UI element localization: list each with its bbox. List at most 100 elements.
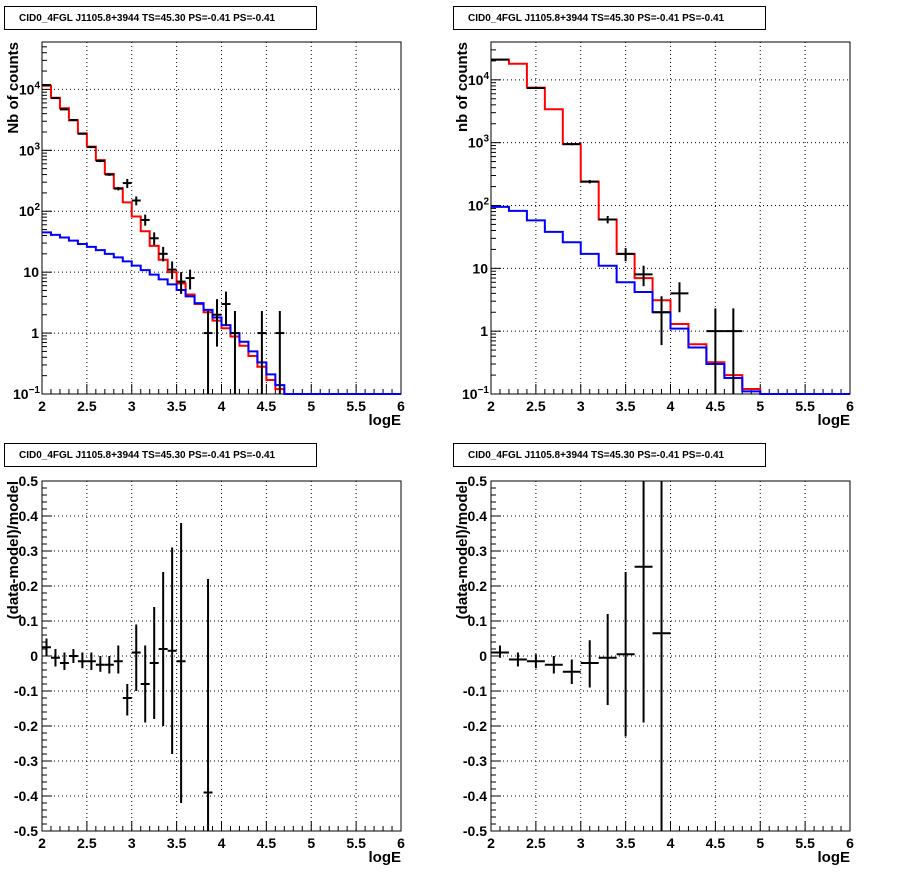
x-tick-label: 3.5 — [616, 398, 636, 414]
x-tick-label: 3.5 — [167, 835, 187, 851]
panel-2: 2 2.5 3 3.5 4 4.5 5 5.5 6 -0.5 -0.4 -0.3 -0.2 -0.1 0 0.… — [5, 473, 405, 866]
data-point — [212, 299, 222, 347]
y-tick-label: -0.2 — [463, 718, 487, 734]
x-axis-label: logE — [369, 412, 402, 429]
x-tick-label: 2.5 — [526, 398, 546, 414]
data-point — [77, 652, 87, 669]
x-tick-label: 4.5 — [706, 835, 726, 851]
data-point — [544, 656, 563, 674]
x-tick-label: 2 — [487, 835, 495, 851]
y-tick-label: 0.5 — [468, 473, 488, 489]
data-point — [491, 645, 509, 658]
data-point — [50, 649, 60, 667]
data-point — [176, 523, 186, 803]
x-tick-label: 2.5 — [77, 835, 97, 851]
data-point — [86, 652, 96, 670]
data-point — [42, 84, 51, 87]
y-tick-label: -0.4 — [463, 788, 487, 804]
x-tick-label: 2 — [487, 398, 495, 414]
x-tick-label: 2 — [38, 835, 46, 851]
x-tick-label: 3 — [577, 398, 585, 414]
y-tick-label: 104 — [468, 71, 490, 88]
y-tick-label: -0.4 — [14, 788, 38, 804]
x-tick-label: 5.5 — [795, 835, 815, 851]
y-tick-label: 102 — [19, 202, 41, 219]
y-tick-label: 0.5 — [19, 473, 39, 489]
x-tick-label: 5 — [307, 835, 315, 851]
data-point — [526, 87, 545, 90]
data-point — [122, 178, 132, 189]
data-point — [616, 248, 635, 262]
x-tick-label: 3 — [128, 835, 136, 851]
data-point — [68, 649, 78, 663]
data-point — [158, 572, 168, 726]
y-tick-label: 10−1 — [462, 385, 489, 402]
y-tick-label: 0.3 — [19, 543, 39, 559]
x-tick-label: 5.5 — [795, 398, 815, 414]
x-tick-label: 6 — [846, 835, 854, 851]
data-point — [95, 159, 105, 163]
data-point — [185, 269, 195, 290]
x-tick-label: 6 — [397, 835, 405, 851]
data-point — [652, 481, 671, 831]
data-point — [50, 97, 60, 100]
data-point — [176, 272, 186, 294]
y-tick-label: 0.2 — [19, 578, 39, 594]
data-point — [634, 481, 653, 723]
x-tick-label: 4 — [667, 835, 675, 851]
data-point — [59, 108, 69, 111]
data-point — [598, 216, 617, 224]
x-tick-label: 5.5 — [346, 835, 366, 851]
data-point — [670, 282, 689, 313]
panel-title-tl: CID0_4FGL J1105.8+3944 TS=45.30 PS=-0.41… — [4, 6, 317, 30]
data-point — [113, 645, 123, 674]
y-tick-label: -0.2 — [14, 718, 38, 734]
data-point — [95, 656, 105, 672]
y-tick-label: -0.5 — [14, 823, 38, 839]
y-tick-label: 104 — [19, 80, 41, 97]
x-tick-label: 5.5 — [346, 398, 366, 414]
data-point — [122, 684, 132, 716]
data-point — [140, 214, 150, 226]
data-point — [59, 652, 69, 670]
y-tick-label: -0.1 — [463, 683, 487, 699]
x-tick-label: 6 — [846, 398, 854, 414]
x-tick-label: 2.5 — [77, 398, 97, 414]
x-axis-label: logE — [818, 849, 851, 866]
x-tick-label: 5 — [307, 398, 315, 414]
data-point — [580, 179, 599, 184]
data-point — [104, 173, 114, 176]
y-tick-label: -0.3 — [463, 753, 487, 769]
y-tick-label: -0.3 — [14, 753, 38, 769]
data-point — [221, 291, 231, 327]
data-point — [562, 659, 581, 684]
x-tick-label: 3 — [577, 835, 585, 851]
panel-title-bl: CID0_4FGL J1105.8+3944 TS=45.30 PS=-0.41… — [4, 443, 317, 467]
y-tick-label: 0 — [479, 648, 487, 664]
y-tick-label: 10 — [472, 260, 488, 276]
data-point — [42, 638, 51, 656]
x-tick-label: 2.5 — [526, 835, 546, 851]
y-tick-label: 0 — [30, 648, 38, 664]
x-tick-label: 3 — [128, 398, 136, 414]
y-tick-label: -0.5 — [463, 823, 487, 839]
data-point — [526, 654, 545, 669]
y-tick-label: 103 — [19, 141, 41, 158]
data-point — [724, 308, 743, 394]
data-point — [131, 624, 141, 691]
x-tick-label: 5 — [756, 398, 764, 414]
panel-0: 2 2.5 3 3.5 4 4.5 5 5.5 6 10−1 1 10 102 103 104 logE Nb … — [5, 41, 405, 429]
y-tick-label: 0.1 — [468, 613, 488, 629]
x-tick-label: 2 — [38, 398, 46, 414]
data-point — [104, 656, 114, 674]
y-axis-label: (data-model)/model — [5, 481, 22, 619]
x-tick-label: 3.5 — [167, 398, 187, 414]
model-component-histogram — [42, 231, 401, 395]
y-tick-label: 0.3 — [468, 543, 488, 559]
y-tick-label: 0.1 — [19, 613, 39, 629]
x-tick-label: 4 — [667, 398, 675, 414]
y-tick-label: 10−1 — [13, 385, 40, 402]
y-tick-label: 0.4 — [19, 508, 39, 524]
panel-title-br: CID0_4FGL J1105.8+3944 TS=45.30 PS=-0.41… — [453, 443, 766, 467]
